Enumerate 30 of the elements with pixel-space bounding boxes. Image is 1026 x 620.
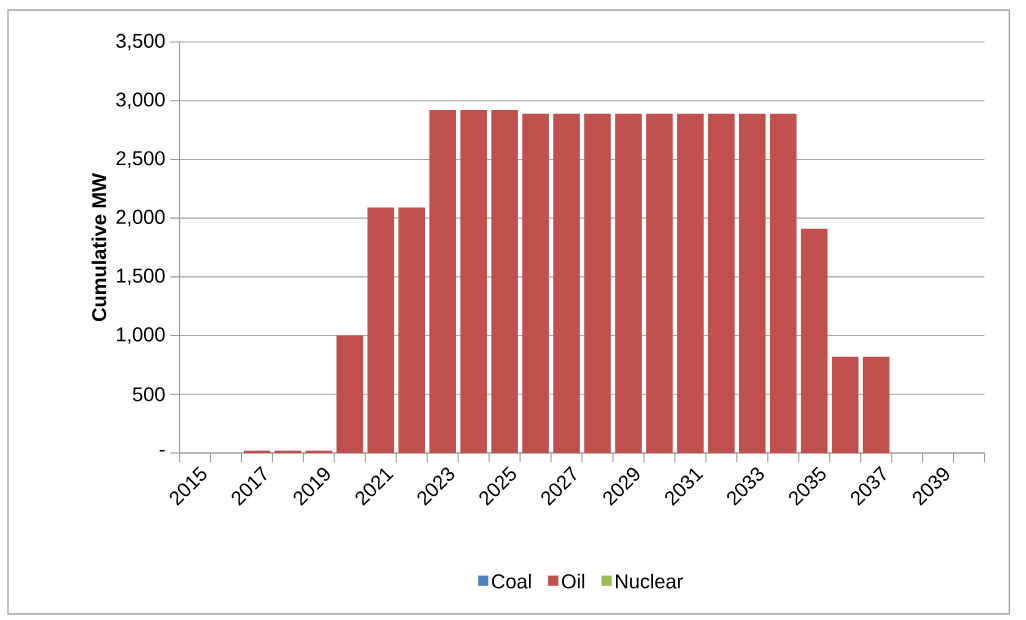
bar (398, 207, 426, 453)
bar (862, 356, 890, 453)
bar (831, 356, 859, 453)
bar (800, 228, 828, 453)
bar (460, 110, 487, 453)
y-tick-label: 3,500 (116, 33, 165, 51)
bar (584, 113, 611, 453)
bar (615, 113, 642, 453)
y-axis-title: Cumulative MW (91, 173, 107, 322)
bar (336, 335, 364, 453)
bar (491, 110, 518, 453)
bar (522, 113, 549, 453)
y-tick-label: 2,000 (116, 209, 165, 227)
legend-label: Nuclear (616, 573, 683, 589)
bar (553, 113, 580, 453)
bar (677, 113, 704, 453)
legend-label: Coal (492, 573, 531, 589)
bar (738, 113, 766, 453)
bar (708, 113, 735, 453)
y-tick-label: 1,000 (116, 327, 165, 344)
legend-label: Oil (561, 573, 585, 589)
bar (367, 207, 395, 453)
y-tick-label: - (159, 449, 165, 452)
bar (429, 110, 457, 453)
y-tick-label: 500 (132, 387, 165, 402)
bar (646, 113, 673, 453)
y-tick-label: 1,500 (116, 268, 165, 286)
y-tick-label: 2,500 (116, 151, 165, 168)
y-tick-label: 3,000 (116, 92, 165, 109)
bar (769, 113, 797, 453)
